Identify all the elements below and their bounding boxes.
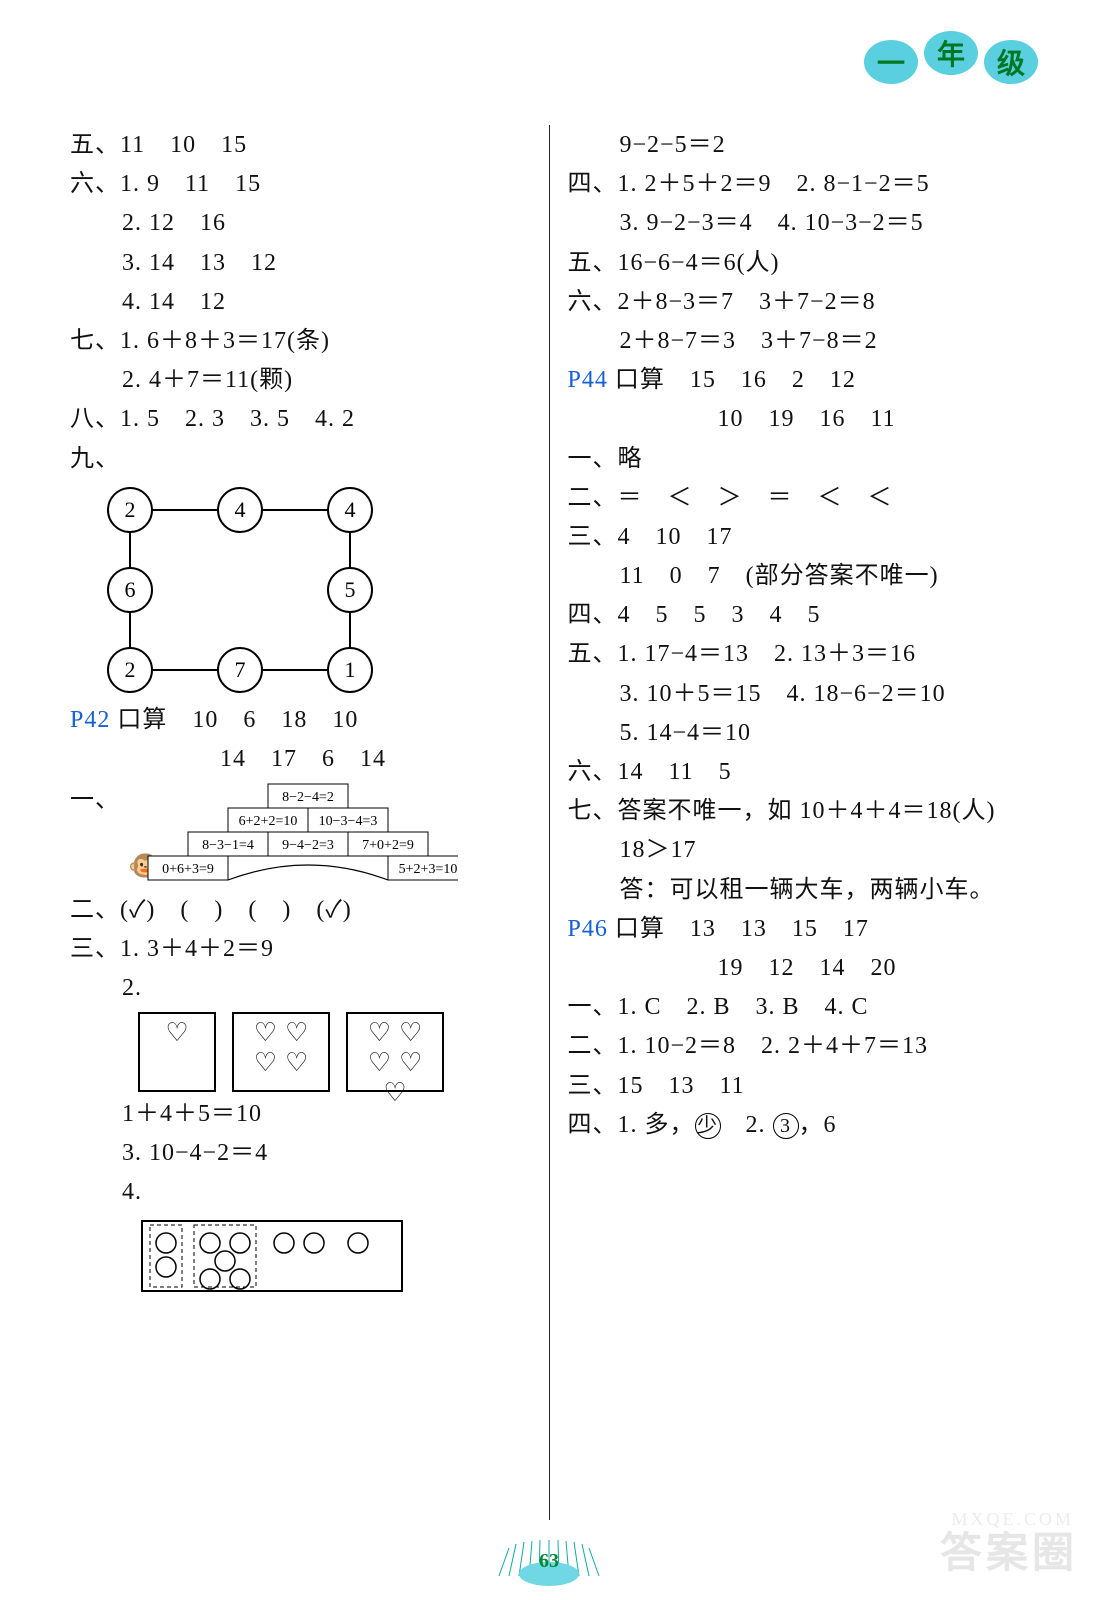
answer-line: 五、16−6−4＝6(人) (568, 245, 1029, 282)
answer-line: 14 17 6 14 (70, 741, 531, 778)
page-content: 五、11 10 15 六、1. 9 11 15 2. 12 16 3. 14 1… (60, 125, 1038, 1520)
answer-line: 2＋8−7＝3 3＋7−8＝2 (568, 323, 1029, 360)
answer-line: 七、1. 6＋8＋3＝17(条) (70, 323, 531, 360)
page-ref-line: P42 口算 10 6 18 10 (70, 702, 531, 739)
page-number: 63 (539, 1550, 559, 1573)
answer-line: 七、答案不唯一，如 10＋4＋4＝18(人) (568, 793, 1029, 830)
answer-line: 1＋4＋5＝10 (70, 1096, 531, 1133)
answer-line: 五、11 10 15 (70, 127, 531, 164)
node-grid-diagram: 2 4 4 6 5 2 7 1 (70, 480, 430, 700)
svg-text:0+6+3=9: 0+6+3=9 (162, 862, 214, 877)
svg-text:1: 1 (345, 657, 356, 682)
answer-line: 3. 14 13 12 (70, 245, 531, 282)
grade-char-2: 年 (924, 31, 978, 75)
page-ref: P42 (70, 707, 110, 733)
answer-line: 五、1. 17−4＝13 2. 13＋3＝16 (568, 636, 1029, 673)
answer-line: 六、2＋8−3＝7 3＋7−2＝8 (568, 284, 1029, 321)
page-number-badge: 63 (494, 1536, 604, 1586)
answer-line: 二、1. 10−2＝8 2. 2＋4＋7＝13 (568, 1028, 1029, 1065)
answer-text: 2. (721, 1112, 773, 1138)
answer-line: 3. 10−4−2＝4 (70, 1135, 531, 1172)
circles-box-diagram (138, 1213, 438, 1303)
svg-text:8−2−4=2: 8−2−4=2 (282, 790, 334, 805)
answer-line: 三、1. 3＋4＋2＝9 (70, 931, 531, 968)
grade-char-1: 一 (864, 40, 918, 84)
hearts-boxes: ♡ ♡♡♡♡ ♡♡♡♡♡ (138, 1012, 531, 1092)
watermark-text: 答案圈 (940, 1519, 1078, 1580)
answer-line: 答：可以租一辆大车，两辆小车。 (568, 872, 1029, 909)
answer-text: 四、1. 多， (568, 1112, 695, 1138)
pyramid-diagram: 🐵8−2−4=26+2+2=1010−3−4=38−3−1=49−4−2=37+… (118, 780, 458, 890)
answer-text: 口算 13 13 15 17 (608, 916, 869, 942)
svg-text:7+0+2=9: 7+0+2=9 (362, 838, 414, 853)
page-footer: 63 (0, 1536, 1098, 1586)
left-column: 五、11 10 15 六、1. 9 11 15 2. 12 16 3. 14 1… (60, 125, 550, 1520)
svg-text:7: 7 (235, 657, 246, 682)
page-ref-line: P44 口算 15 16 2 12 (568, 362, 1029, 399)
answer-line: 一、1. C 2. B 3. B 4. C (568, 989, 1029, 1026)
answer-line: 一、略 (568, 441, 1029, 478)
answer-line: 2. (70, 970, 531, 1007)
answer-line: 八、1. 5 2. 3 3. 5 4. 2 (70, 401, 531, 438)
grade-badge: 一 年 级 (864, 40, 1038, 84)
svg-text:4: 4 (345, 497, 356, 522)
svg-text:5: 5 (345, 577, 356, 602)
page-ref-line: P46 口算 13 13 15 17 (568, 911, 1029, 948)
answer-line: 19 12 14 20 (568, 950, 1029, 987)
svg-text:6: 6 (125, 577, 136, 602)
answer-text: 口算 15 16 2 12 (608, 367, 856, 393)
answer-line: 4. (70, 1174, 531, 1211)
svg-text:10−3−4=3: 10−3−4=3 (319, 814, 378, 829)
answer-line: 10 19 16 11 (568, 401, 1029, 438)
svg-text:2: 2 (125, 657, 136, 682)
svg-text:8−3−1=4: 8−3−1=4 (202, 838, 254, 853)
answer-line: 5. 14−4＝10 (568, 715, 1029, 752)
answer-line: 3. 9−2−3＝4 4. 10−3−2＝5 (568, 205, 1029, 242)
answer-line: 四、1. 多，少 2. 3，6 (568, 1107, 1029, 1144)
svg-text:2: 2 (125, 497, 136, 522)
answer-line: 二、(✓) ( ) ( ) (✓) (70, 892, 531, 929)
section-label: 九、 (70, 441, 531, 478)
answer-line: 六、14 11 5 (568, 754, 1029, 791)
answer-text: ，6 (799, 1112, 837, 1138)
svg-text:6+2+2=10: 6+2+2=10 (239, 814, 298, 829)
svg-text:9−4−2=3: 9−4−2=3 (282, 838, 334, 853)
page-ref: P44 (568, 367, 608, 393)
answer-line: 三、15 13 11 (568, 1068, 1029, 1105)
section-label: 一、 (70, 782, 118, 819)
answer-line: 六、1. 9 11 15 (70, 166, 531, 203)
heart-box: ♡ (138, 1012, 216, 1092)
svg-text:4: 4 (235, 497, 246, 522)
circled-answer: 少 (695, 1113, 721, 1139)
answer-line: 2. 4＋7＝11(颗) (70, 362, 531, 399)
answer-line: 18＞17 (568, 832, 1029, 869)
circled-answer: 3 (773, 1113, 799, 1139)
heart-box: ♡♡♡♡ (232, 1012, 330, 1092)
answer-line: 三、4 10 17 (568, 519, 1029, 556)
svg-text:5+2+3=10: 5+2+3=10 (399, 862, 458, 877)
answer-line: 四、4 5 5 3 4 5 (568, 597, 1029, 634)
answer-line: 2. 12 16 (70, 205, 531, 242)
answer-line: 9−2−5＝2 (568, 127, 1029, 164)
answer-text: 口算 10 6 18 10 (110, 707, 358, 733)
answer-line: 四、1. 2＋5＋2＝9 2. 8−1−2＝5 (568, 166, 1029, 203)
answer-line: 3. 10＋5＝15 4. 18−6−2＝10 (568, 676, 1029, 713)
answer-line: 4. 14 12 (70, 284, 531, 321)
heart-box: ♡♡♡♡♡ (346, 1012, 444, 1092)
answer-line: 11 0 7 (部分答案不唯一) (568, 558, 1029, 595)
answer-line: 二、＝ ＜ ＞ ＝ ＜ ＜ (568, 480, 1029, 517)
page-ref: P46 (568, 916, 608, 942)
grade-char-3: 级 (984, 40, 1038, 84)
right-column: 9−2−5＝2 四、1. 2＋5＋2＝9 2. 8−1−2＝5 3. 9−2−3… (550, 125, 1039, 1520)
